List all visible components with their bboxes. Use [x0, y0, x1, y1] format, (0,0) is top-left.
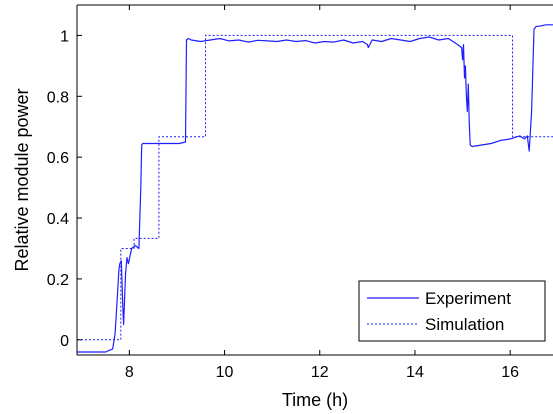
ticks-layer: 8 10 12 14 16 0 0.2 0.4 0.6 0.8 1 [47, 5, 519, 381]
y-tick-label: 0.6 [47, 150, 69, 167]
x-tick-label: 16 [501, 364, 519, 381]
y-tick-label: 0.2 [47, 272, 69, 289]
x-tick-label: 8 [125, 364, 134, 381]
x-axis-label: Time (h) [282, 390, 348, 410]
legend-label-simulation: Simulation [425, 315, 504, 334]
series-line-experiment [77, 24, 553, 353]
legend: Experiment Simulation [358, 280, 546, 342]
x-tick-label: 12 [311, 364, 329, 381]
legend-label-experiment: Experiment [425, 289, 511, 308]
x-tick-label: 14 [406, 364, 424, 381]
axes-layer [76, 4, 553, 356]
y-tick-label: 0 [60, 333, 69, 350]
x-tick-label: 10 [216, 364, 234, 381]
y-axis-label: Relative module power [12, 88, 32, 271]
y-tick-label: 0.4 [47, 211, 69, 228]
legend-box [358, 280, 546, 342]
y-tick-label: 0.8 [47, 89, 69, 106]
series-line-simulation [77, 34, 553, 341]
series-layer [77, 24, 553, 353]
y-tick-label: 1 [60, 28, 69, 45]
